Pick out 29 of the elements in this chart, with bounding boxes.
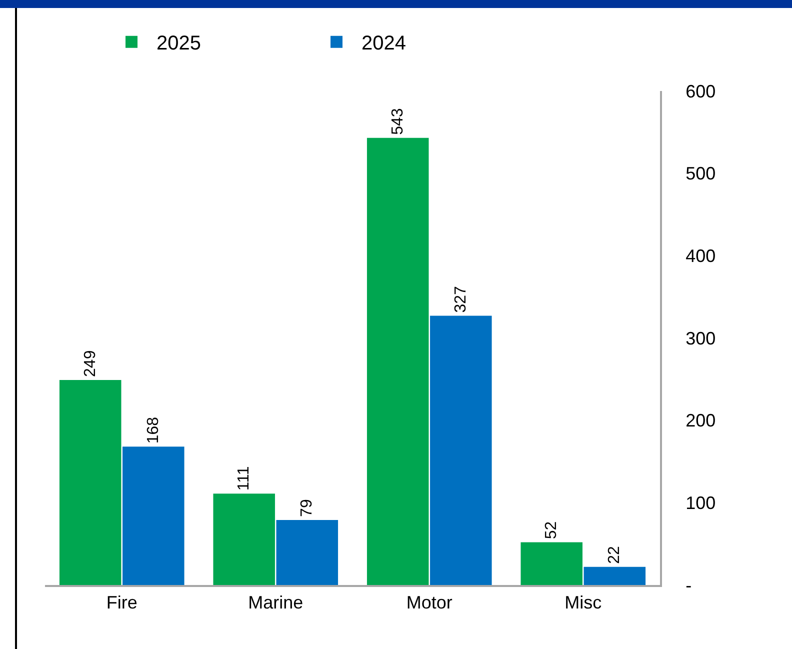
y-tick-label: 300 — [686, 328, 716, 348]
legend-label: 2025 — [156, 32, 201, 55]
x-tick-label: Fire — [106, 592, 138, 613]
data-label: 79 — [298, 499, 316, 517]
bar — [584, 566, 646, 585]
bar — [520, 542, 582, 585]
x-tick-label: Motor — [406, 592, 452, 613]
bar — [59, 380, 122, 585]
data-label: 22 — [606, 546, 624, 564]
bar — [213, 494, 275, 585]
bar — [276, 520, 338, 585]
x-tick-label: Marine — [248, 592, 304, 613]
data-label: 327 — [452, 286, 470, 313]
data-label: 168 — [144, 416, 162, 444]
data-label: 52 — [543, 521, 560, 540]
data-label: 111 — [236, 466, 253, 491]
data-label: 543 — [389, 108, 406, 135]
y-tick-label: 200 — [686, 410, 716, 431]
y-tick-label: 500 — [686, 164, 716, 184]
legend-label: 2024 — [362, 32, 406, 55]
bar — [366, 138, 429, 585]
y-tick-label: - — [686, 575, 692, 596]
data-label: 249 — [82, 350, 99, 377]
y-tick-label: 600 — [686, 81, 716, 102]
y-tick-label: 100 — [686, 492, 716, 513]
bar — [430, 316, 492, 585]
bar — [122, 446, 184, 585]
x-tick-label: Misc — [564, 592, 602, 613]
y-tick-label: 400 — [686, 246, 716, 266]
